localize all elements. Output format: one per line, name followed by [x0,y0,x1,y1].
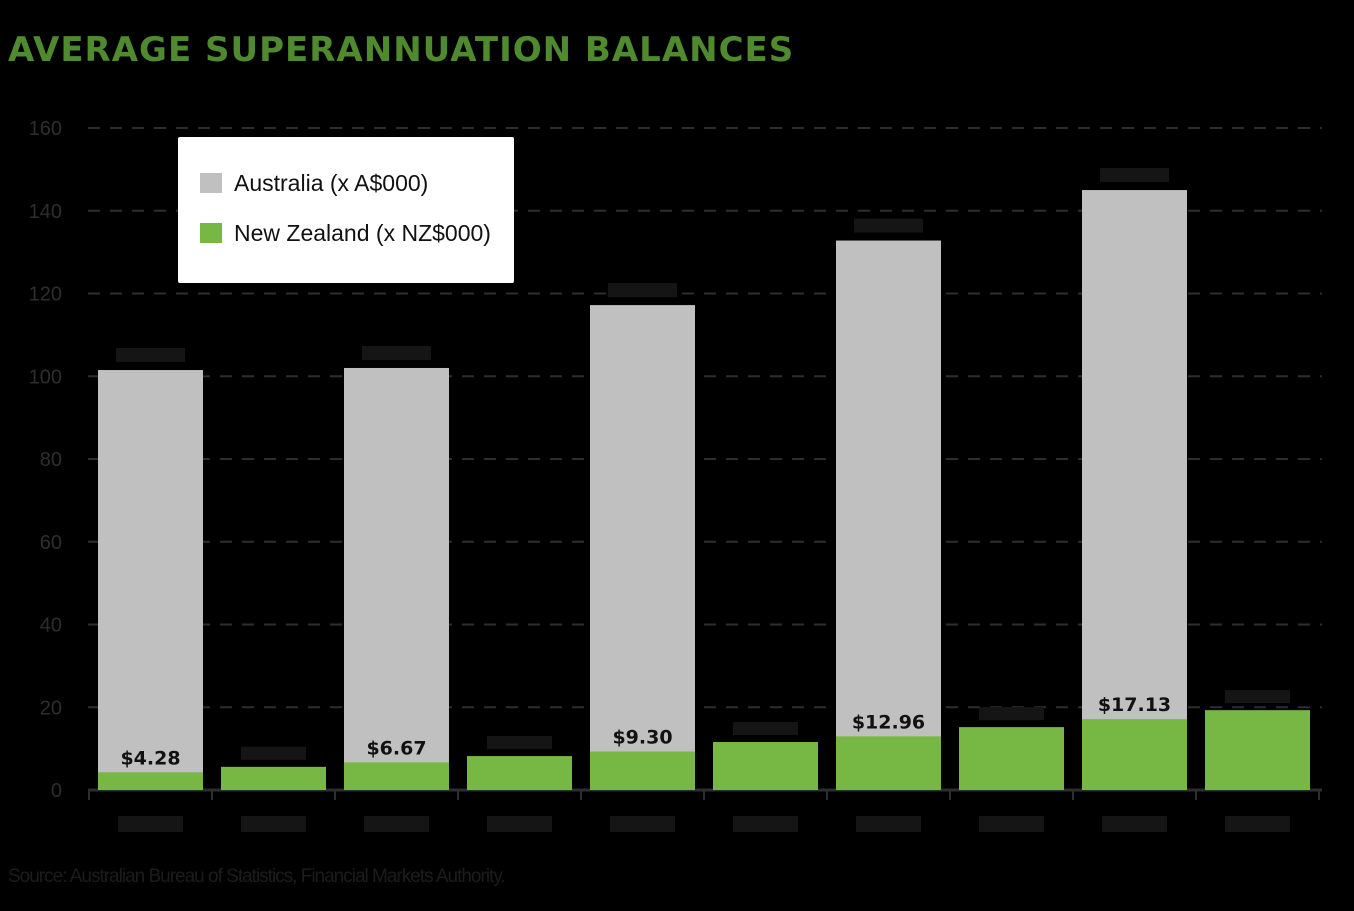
legend-swatch-australia [200,173,222,193]
legend-item-australia: Australia (x A$000) [200,169,428,197]
source-note: Source: Australian Bureau of Statistics,… [8,866,506,887]
y-tick-label: 140 [29,201,62,223]
x-tick-label [856,816,921,832]
legend-swatch-new-zealand [200,223,222,243]
new-zealand-bar-value-label [1225,690,1290,704]
new-zealand-bar [1082,719,1187,790]
legend: Australia (x A$000) New Zealand (x NZ$00… [178,137,514,283]
x-tick-label [1225,816,1290,832]
new-zealand-bar [344,762,449,790]
y-tick-label: 40 [40,615,62,637]
australia-bar [344,367,449,790]
australia-bar-value-label [608,283,677,298]
new-zealand-bar-value-label [241,746,306,760]
y-tick-label: 100 [29,366,62,388]
new-zealand-bar-value-label [733,722,798,736]
x-tick-label [610,816,675,832]
new-zealand-bar [959,727,1064,790]
australia-bar [590,305,695,790]
y-tick-label: 0 [51,780,62,802]
chart-title: AVERAGE SUPERANNUATION BALANCES [8,30,795,70]
y-tick-label: 160 [29,118,62,140]
new-zealand-bar [467,756,572,790]
new-zealand-bar-value-label: $4.28 [120,747,180,769]
australia-bar [1082,190,1187,790]
x-tick-label [487,816,552,832]
australia-bar [98,370,203,790]
x-tick-label [1102,816,1167,832]
x-tick-label [241,816,306,832]
y-tick-label: 60 [40,532,62,554]
new-zealand-bar-value-label [979,707,1044,721]
australia-bar-value-label [362,345,431,360]
australia-bar [836,240,941,791]
legend-item-new-zealand: New Zealand (x NZ$000) [200,219,491,247]
x-tick-label [118,816,183,832]
new-zealand-bar [590,751,695,790]
y-tick-label: 20 [40,697,62,719]
new-zealand-bar-value-label: $12.96 [852,711,925,733]
new-zealand-bar-value-label: $17.13 [1098,694,1171,716]
new-zealand-bar-value-label: $9.30 [612,727,672,749]
x-tick-label [733,816,798,832]
y-tick-label: 80 [40,449,62,471]
australia-bar-value-label [1100,168,1169,183]
new-zealand-bar [221,766,326,790]
new-zealand-bar [1205,710,1310,790]
australia-bar-value-label [116,348,185,363]
new-zealand-bar [713,742,818,790]
new-zealand-bar [98,772,203,790]
y-tick-label: 120 [29,284,62,306]
x-tick-label [979,816,1044,832]
new-zealand-bar-value-label [487,736,552,750]
x-tick-label [364,816,429,832]
australia-bar-value-label [854,218,923,233]
new-zealand-bar [836,736,941,790]
new-zealand-bar-value-label: $6.67 [366,737,426,759]
legend-label-australia: Australia (x A$000) [234,169,429,196]
legend-label-new-zealand: New Zealand (x NZ$000) [234,219,491,246]
